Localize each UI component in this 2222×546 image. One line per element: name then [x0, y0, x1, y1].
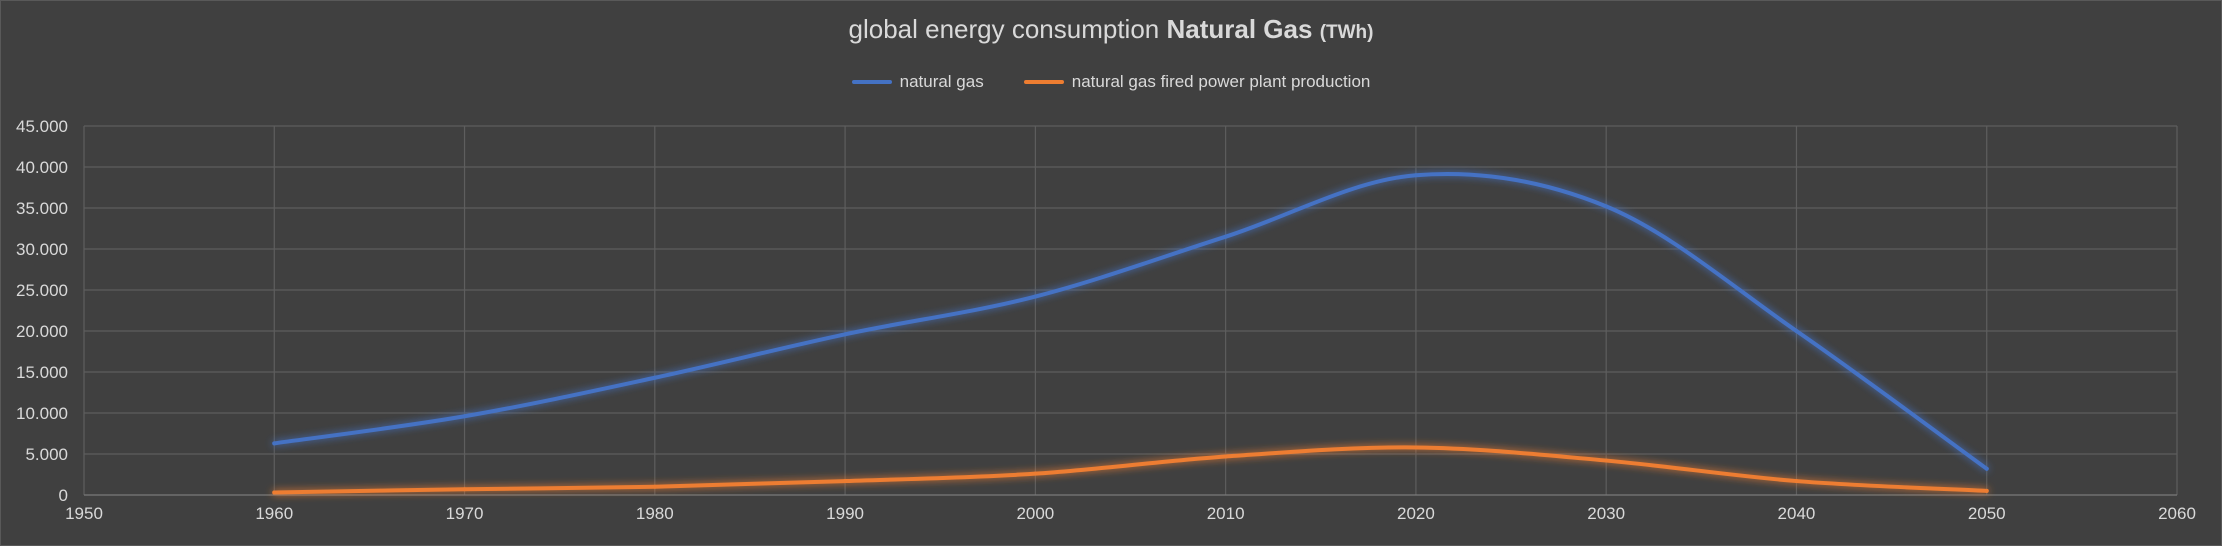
x-tick-label: 2000 [1016, 504, 1054, 523]
y-tick-label: 20.000 [16, 322, 68, 341]
legend-label-power-plant: natural gas fired power plant production [1071, 72, 1371, 91]
x-tick-label: 2050 [1968, 504, 2006, 523]
y-tick-label: 45.000 [16, 117, 68, 136]
data-point-natural-gas [272, 441, 277, 446]
x-tick-label: 2040 [1778, 504, 1816, 523]
x-tick-label: 2010 [1207, 504, 1245, 523]
data-point-power-plant [462, 487, 467, 492]
x-tick-label: 1960 [255, 504, 293, 523]
data-point-natural-gas [462, 414, 467, 419]
title-unit-text: (TWh) [1319, 22, 1374, 43]
y-tick-label: 35.000 [16, 199, 68, 218]
data-point-natural-gas [1413, 173, 1418, 178]
data-point-natural-gas [843, 332, 848, 337]
chart-legend: natural gas natural gas fired power plan… [0, 72, 2222, 92]
y-tick-label: 15.000 [16, 363, 68, 382]
data-point-power-plant [843, 479, 848, 484]
data-point-natural-gas [1223, 234, 1228, 239]
data-point-natural-gas [1033, 294, 1038, 299]
data-point-natural-gas [1984, 466, 1989, 471]
y-tick-label: 10.000 [16, 404, 68, 423]
chart-title: global energy consumption Natural Gas (T… [0, 14, 2222, 45]
data-point-power-plant [272, 490, 277, 495]
series-line-power-plant [272, 445, 1989, 495]
title-text: global energy consumption [848, 14, 1160, 44]
title-bold-text: Natural Gas [1166, 14, 1313, 44]
data-point-natural-gas [652, 375, 657, 380]
y-tick-label: 5.000 [25, 445, 68, 464]
x-tick-label: 2060 [2158, 504, 2196, 523]
y-tick-label: 40.000 [16, 158, 68, 177]
series-line-natural-gas [272, 171, 1989, 471]
data-point-natural-gas [1794, 329, 1799, 333]
data-point-power-plant [1223, 454, 1228, 459]
legend-item-natural-gas: natural gas [851, 72, 984, 92]
x-tick-label: 2030 [1587, 504, 1625, 523]
x-tick-label: 1980 [636, 504, 674, 523]
data-point-natural-gas [1604, 204, 1609, 209]
legend-item-power-plant: natural gas fired power plant production [1023, 72, 1371, 92]
data-point-power-plant [1794, 479, 1799, 484]
data-point-power-plant [652, 484, 657, 489]
legend-swatch-natural-gas [851, 80, 892, 84]
data-point-power-plant [1033, 471, 1038, 476]
y-tick-label: 30.000 [16, 240, 68, 259]
data-point-power-plant [1604, 458, 1609, 463]
legend-swatch-power-plant [1023, 80, 1064, 84]
x-tick-label: 1970 [446, 504, 484, 523]
x-tick-label: 1950 [65, 504, 103, 523]
x-tick-label: 1990 [826, 504, 864, 523]
legend-label-natural-gas: natural gas [899, 72, 984, 91]
data-point-power-plant [1413, 445, 1418, 450]
y-tick-label: 25.000 [16, 281, 68, 300]
x-tick-label: 2020 [1397, 504, 1435, 523]
data-point-power-plant [1984, 488, 1989, 493]
y-tick-label: 0 [59, 486, 68, 505]
